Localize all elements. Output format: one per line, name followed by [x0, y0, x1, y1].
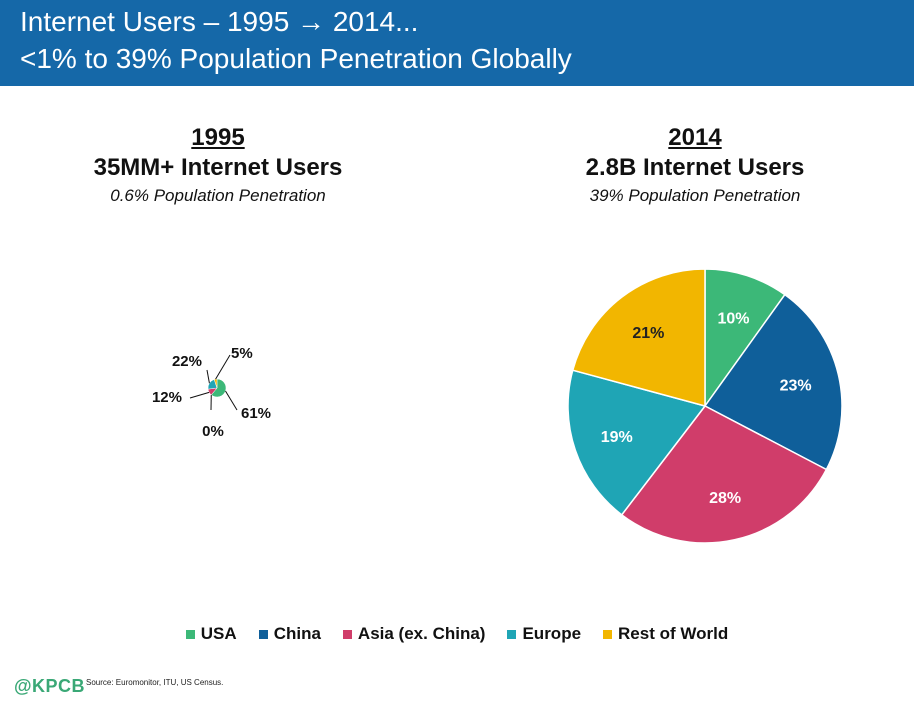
slide-title-line1: Internet Users – 1995 → 2014... [20, 6, 419, 37]
legend-item-europe: Europe [507, 624, 581, 644]
data-label-1995-asia: 12% [152, 389, 182, 406]
panel-year: 1995 [191, 124, 245, 151]
panel-penetration: 0.6% Population Penetration [110, 186, 326, 205]
panel-2014-title: 2014 2.8B Internet Users 39% Population … [545, 124, 845, 206]
data-label-2014-rest-of-world: 21% [632, 325, 664, 342]
panel-year: 2014 [668, 124, 722, 151]
legend-swatch [258, 629, 268, 639]
pie-slice-2014-usa [704, 268, 786, 409]
legend-swatch [603, 629, 613, 639]
pie-slice-2014-rest-of-world [571, 268, 706, 407]
panel-1995-title: 1995 35MM+ Internet Users 0.6% Populatio… [68, 124, 368, 206]
header-bar: Internet Users – 1995 → 2014... <1% to 3… [0, 0, 914, 86]
legend-label: China [273, 624, 321, 643]
leader-line-1995-asia [189, 391, 210, 399]
leader-line-1995-rest-of-world [215, 354, 231, 380]
legend-item-china: China [258, 624, 321, 644]
chart-legend: USA China Asia (ex. China) Europe Rest o… [0, 624, 914, 644]
legend-label: Europe [522, 624, 582, 643]
pie-slice-1995-usa [210, 378, 227, 398]
panel-users: 2.8B Internet Users [585, 154, 805, 181]
legend-label: USA [200, 624, 237, 643]
legend-item-asia: Asia (ex. China) [342, 624, 486, 644]
legend-label: Rest of World [618, 624, 729, 643]
data-label-1995-europe: 22% [172, 353, 202, 370]
data-label-1995-china: 0% [202, 423, 224, 440]
legend-item-rest-of-world: Rest of World [603, 624, 728, 644]
pie-slice-2014-europe [567, 369, 707, 516]
data-label-2014-asia: 28% [709, 490, 741, 507]
leader-line-1995-usa [225, 390, 238, 411]
leader-line-1995-europe [206, 369, 210, 384]
data-label-2014-usa: 10% [717, 310, 749, 327]
pie-slice-2014-asia [620, 405, 828, 544]
legend-swatch [342, 629, 352, 639]
legend-label: Asia (ex. China) [357, 624, 486, 643]
legend-swatch [185, 629, 195, 639]
slide-title-line2: <1% to 39% Population Penetration Global… [20, 43, 572, 74]
source-note: Source: Euromonitor, ITU, US Census. [86, 678, 224, 687]
panel-penetration: 39% Population Penetration [589, 186, 801, 205]
data-label-2014-europe: 19% [601, 429, 633, 446]
panel-users: 35MM+ Internet Users [93, 154, 343, 181]
legend-swatch [507, 629, 517, 639]
data-label-1995-usa: 61% [241, 405, 271, 422]
data-label-2014-china: 23% [780, 377, 812, 394]
kpcb-logo: @KPCB [14, 676, 86, 696]
pie-slice-2014-china [703, 293, 843, 471]
data-label-1995-rest-of-world: 5% [231, 345, 253, 362]
legend-item-usa: USA [185, 624, 237, 644]
